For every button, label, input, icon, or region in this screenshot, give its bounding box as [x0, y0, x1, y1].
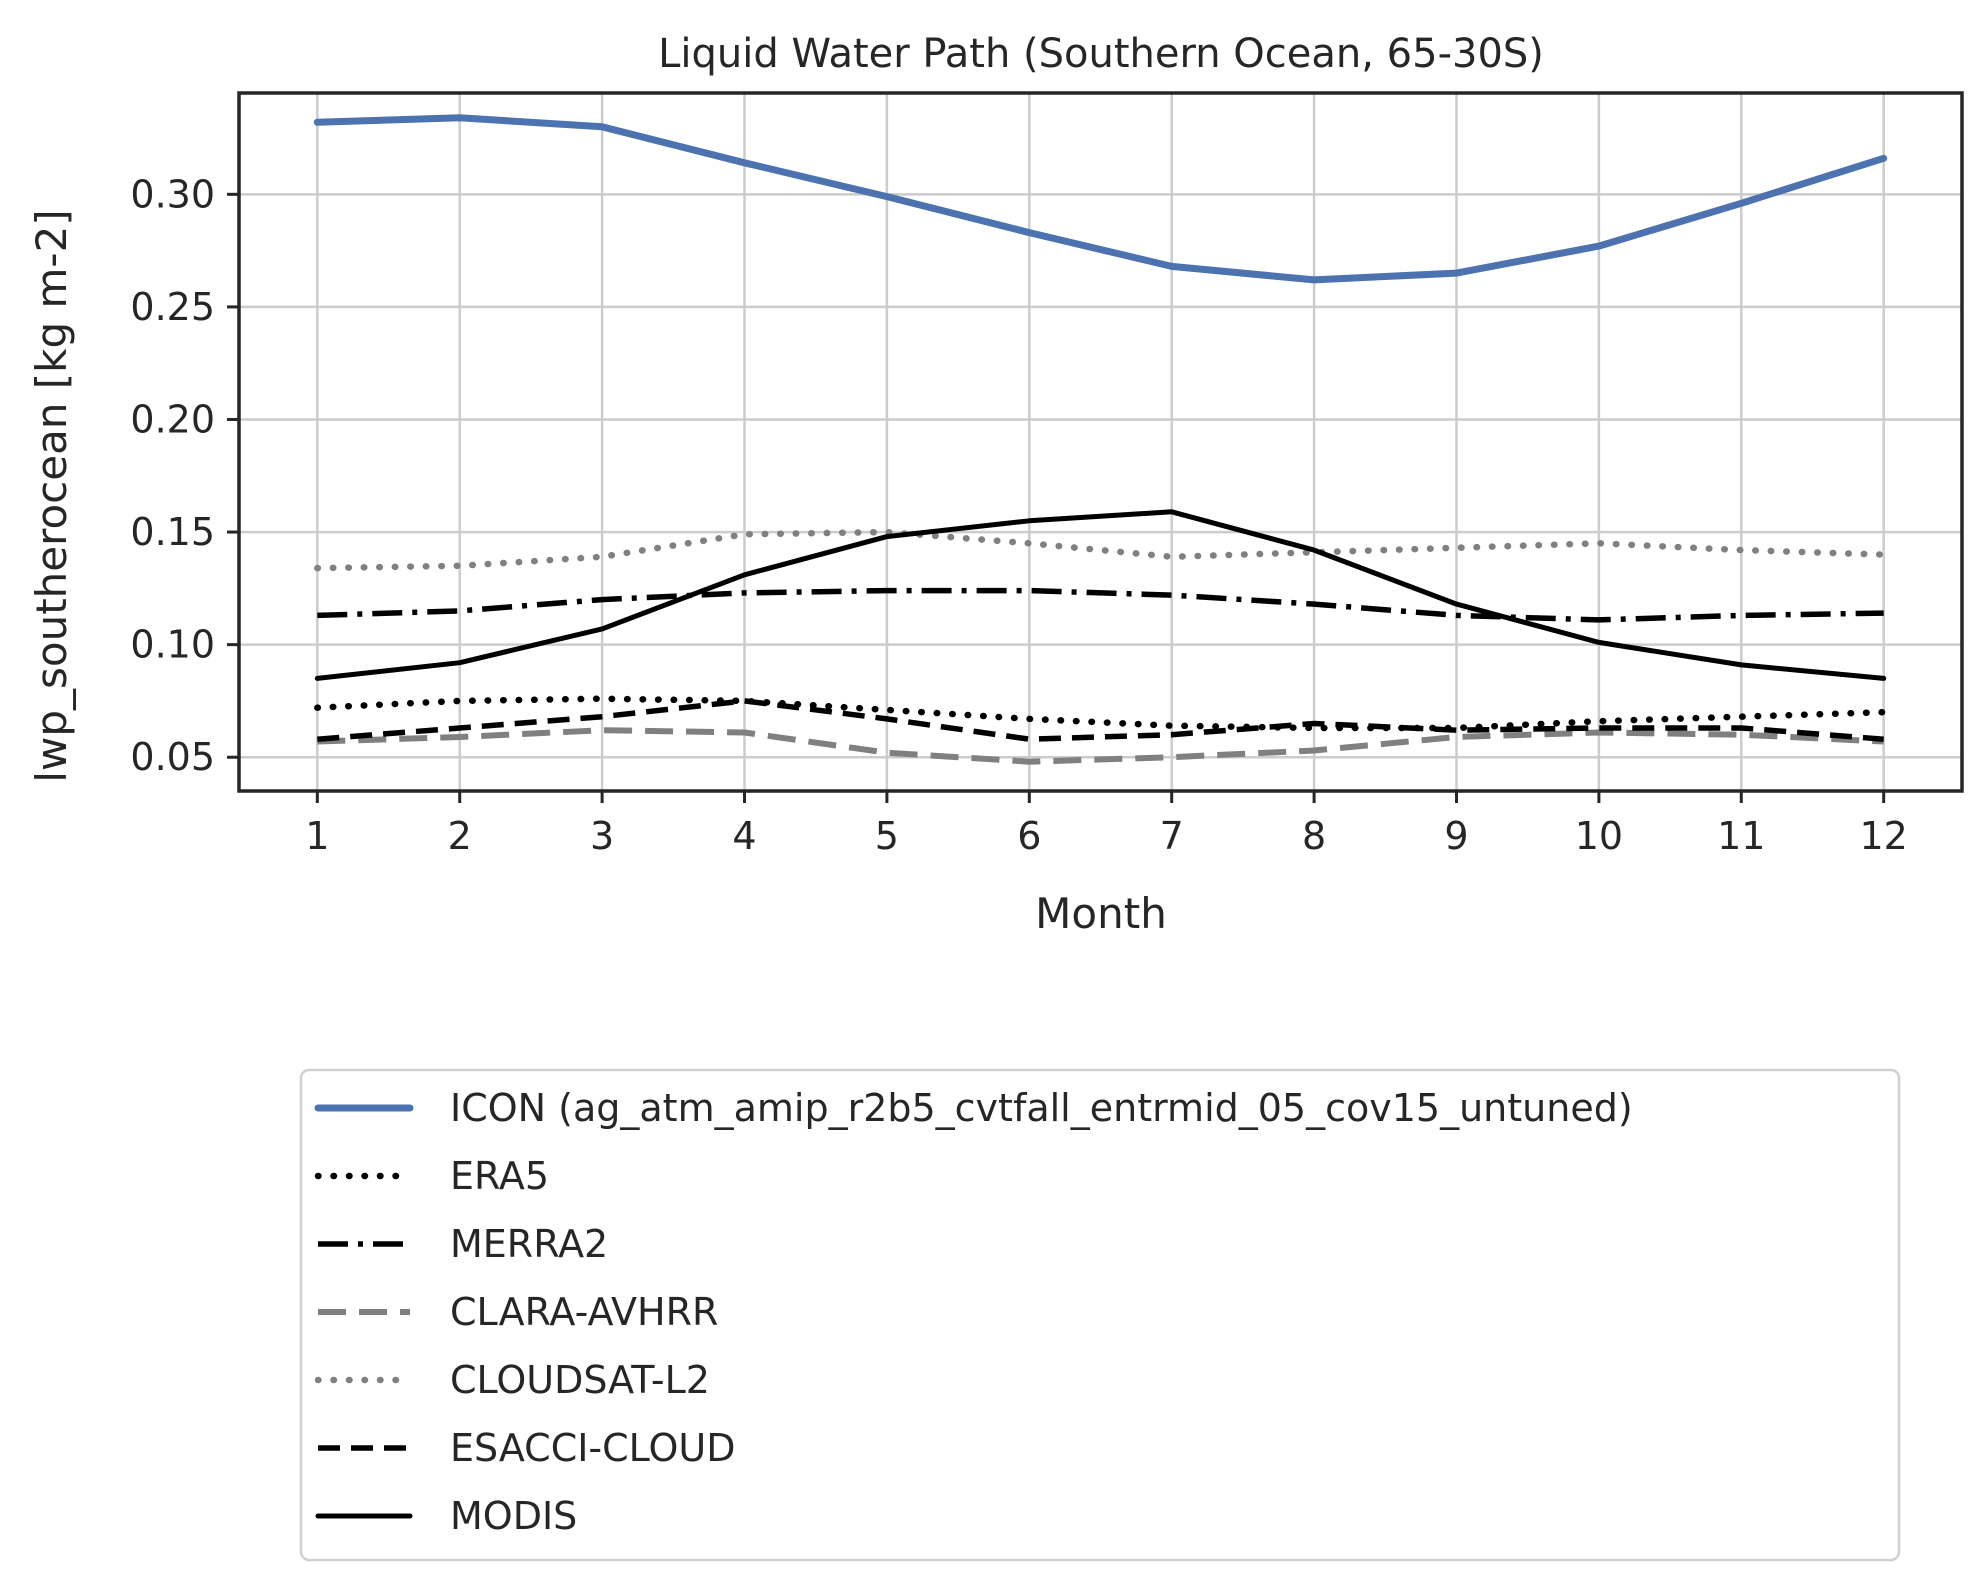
x-tick-label: 11 — [1717, 814, 1765, 858]
x-axis-label: Month — [1035, 889, 1167, 938]
plot-frame — [237, 91, 1964, 793]
y-tick-label: 0.10 — [130, 623, 215, 667]
series-line-merra2 — [317, 587, 1884, 623]
plot-lines — [313, 114, 1888, 765]
legend-box — [299, 1068, 1901, 1562]
axis-ticks: 1 2 3 4 5 6 7 8 9 10 11 120.050.100.150.200.250.30 — [130, 172, 1907, 858]
series-line-clara-avhrr — [317, 727, 1884, 765]
x-tick-label: 3 — [590, 814, 614, 858]
chart-title: Liquid Water Path (Southern Ocean, 65-30… — [658, 31, 1544, 77]
legend-label: MERRA2 — [450, 1222, 608, 1266]
x-tick-label: 6 — [1017, 814, 1041, 858]
x-tick-label: 12 — [1860, 814, 1908, 858]
x-tick-label: 8 — [1302, 814, 1326, 858]
legend-label: ERA5 — [450, 1154, 549, 1198]
legend-label: CLARA-AVHRR — [450, 1290, 718, 1334]
x-tick-label: 7 — [1160, 814, 1184, 858]
y-tick-label: 0.05 — [130, 735, 215, 779]
y-tick-label: 0.25 — [130, 285, 215, 329]
x-tick-label: 9 — [1444, 814, 1468, 858]
legend: ICON (ag_atm_amip_r2b5_cvtfall_entrmid_0… — [299, 1068, 1901, 1562]
series-line-modis — [314, 509, 1887, 681]
grid-lines — [239, 93, 1962, 791]
x-tick-label: 4 — [732, 814, 756, 858]
series-line-cloudsat-l2 — [314, 528, 1887, 572]
legend-label: ICON (ag_atm_amip_r2b5_cvtfall_entrmid_0… — [450, 1086, 1633, 1130]
x-tick-label: 2 — [448, 814, 472, 858]
x-tick-label: 5 — [875, 814, 899, 858]
x-tick-label: 1 — [305, 814, 329, 858]
legend-label: CLOUDSAT-L2 — [450, 1358, 710, 1402]
legend-label: ESACCI-CLOUD — [450, 1426, 735, 1470]
y-tick-label: 0.15 — [130, 510, 215, 554]
series-line-era5 — [314, 695, 1887, 732]
series-line-icon — [313, 114, 1888, 284]
y-tick-label: 0.30 — [130, 172, 215, 216]
x-tick-label: 10 — [1575, 814, 1623, 858]
y-axis-label: lwp_southerocean [kg m-2] — [27, 209, 76, 782]
legend-label: MODIS — [450, 1494, 577, 1538]
y-tick-label: 0.20 — [130, 397, 215, 441]
